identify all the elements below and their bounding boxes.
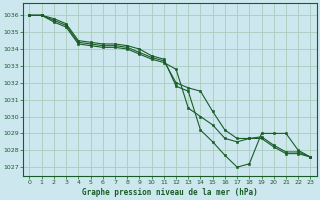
X-axis label: Graphe pression niveau de la mer (hPa): Graphe pression niveau de la mer (hPa) bbox=[82, 188, 258, 197]
